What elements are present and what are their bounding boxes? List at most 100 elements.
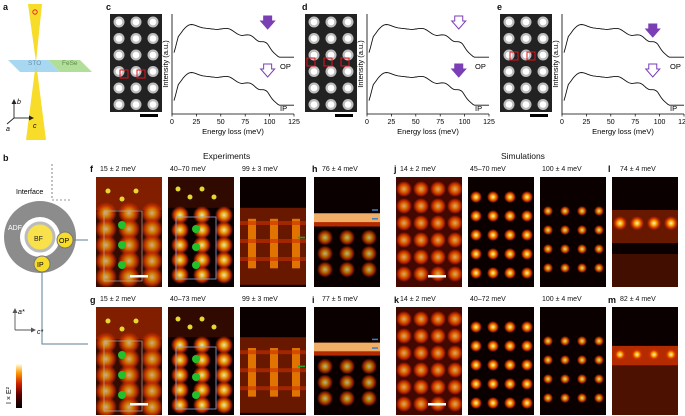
sto-label: STO <box>28 60 41 67</box>
panel-label-f: f <box>90 164 93 174</box>
panel-label-e: e <box>497 2 503 12</box>
axis-a-label: a <box>6 126 10 133</box>
map-title-g2: 40–73 meV <box>170 296 206 303</box>
bf-label: BF <box>34 236 43 243</box>
op-label: OP <box>59 238 69 245</box>
x-tick-label: 0 <box>170 119 174 126</box>
panel-label-c: c <box>106 2 112 12</box>
scale-bar <box>530 114 548 117</box>
op-curve-label: OP <box>670 62 681 71</box>
map-title-m: 82 ± 4 meV <box>620 296 656 303</box>
hollow-arrow-icon <box>450 15 467 30</box>
panel-label-m: m <box>608 295 617 305</box>
axis-b-label: b <box>17 99 21 106</box>
axis-cstar-arrow-icon <box>31 327 36 333</box>
map-title-h: 76 ± 4 meV <box>322 166 358 173</box>
bf-detector <box>26 223 54 251</box>
x-axis-label: Energy loss (meV) <box>397 127 459 136</box>
x-tick-label: 50 <box>412 119 420 126</box>
map-title-k: 14 ± 2 meV <box>400 296 436 303</box>
simulations-title: Simulations <box>501 151 545 161</box>
energy-map-j <box>396 177 462 287</box>
electron-source-icon <box>32 9 38 15</box>
stem-image <box>110 14 162 112</box>
experiments-title: Experiments <box>203 151 251 161</box>
spectrum-plot: 0 25 50 75 100 125 Energy loss (meV) Intensity … <box>356 14 495 136</box>
panel-label-i: i <box>312 295 315 305</box>
energy-map-m <box>612 307 678 415</box>
axis-cstar-label: c* <box>37 329 44 336</box>
x-tick-label: 125 <box>288 119 300 126</box>
x-tick-label: 50 <box>607 119 615 126</box>
spectrum-plot: 0 25 50 75 100 125 Energy loss (meV) Intensity … <box>551 14 685 136</box>
sto-slab <box>8 60 60 72</box>
x-tick-label: 25 <box>193 119 201 126</box>
map-title-l: 74 ± 4 meV <box>620 166 656 173</box>
plot-axes <box>171 14 294 115</box>
plot-axes <box>366 14 489 115</box>
x-axis-label: Energy loss (meV) <box>202 127 264 136</box>
fese-label: FeSe <box>62 60 78 67</box>
map-title-f: 15 ± 2 meV <box>100 166 136 173</box>
map-title-j2: 45–70 meV <box>470 166 506 173</box>
energy-map-g3 <box>240 307 306 415</box>
energy-map-j2 <box>468 177 534 287</box>
filled-arrow-icon <box>644 23 661 38</box>
filled-arrow-icon <box>450 63 467 78</box>
op-curve-label: OP <box>475 62 486 71</box>
upper-beam-cone <box>28 4 42 62</box>
map-title-f3: 99 ± 3 meV <box>242 166 278 173</box>
ip-curve-label: IP <box>475 104 482 113</box>
ip-fit-curve <box>173 72 294 106</box>
energy-map-l <box>612 177 678 287</box>
map-title-k2: 40–72 meV <box>470 296 506 303</box>
op-curve-label: OP <box>280 62 291 71</box>
bf-ring <box>24 221 56 253</box>
energy-map-f3 <box>240 177 306 287</box>
axis-b-arrow-icon <box>11 99 17 104</box>
energy-map-k3 <box>540 307 606 415</box>
panel-label-d: d <box>302 2 308 12</box>
map-title-k3: 100 ± 4 meV <box>542 296 582 303</box>
hollow-arrow-icon <box>259 63 276 78</box>
x-tick-label: 25 <box>583 119 591 126</box>
x-tick-label: 0 <box>365 119 369 126</box>
panel-a-schematic: STO FeSe b c a <box>6 4 92 140</box>
panel-label-b: b <box>3 153 9 163</box>
lower-beam-cone <box>26 62 46 140</box>
y-axis-label: Intensity (a.u.) <box>551 40 560 88</box>
filled-arrow-icon <box>259 15 276 30</box>
x-tick-label: 75 <box>631 119 639 126</box>
panel-label-j: j <box>394 164 397 174</box>
x-tick-label: 100 <box>459 119 471 126</box>
spectrum-plot: 0 25 50 75 100 125 Energy loss (meV) Intensity … <box>161 14 300 136</box>
x-tick-label: 75 <box>241 119 249 126</box>
energy-map-h <box>314 177 380 287</box>
colorbar <box>16 364 22 408</box>
x-tick-label: 25 <box>388 119 396 126</box>
stem-image <box>500 14 552 112</box>
hollow-arrow-icon <box>644 63 661 78</box>
ip-connector <box>41 272 88 345</box>
panel-label-a: a <box>3 2 9 12</box>
energy-map-f2 <box>168 177 234 287</box>
x-tick-label: 50 <box>217 119 225 126</box>
panel-label-g: g <box>90 295 96 305</box>
ip-fit-curve <box>368 72 489 106</box>
energy-map-g2 <box>168 307 234 415</box>
ip-label: IP <box>37 262 44 269</box>
interface-label: Interface <box>16 189 43 196</box>
map-title-f2: 40–70 meV <box>170 166 206 173</box>
axis-astar-arrow-icon <box>12 308 18 313</box>
axis-a-line <box>6 117 15 125</box>
x-tick-label: 125 <box>483 119 495 126</box>
adf-label: ADF <box>8 225 22 232</box>
ip-fit-curve <box>563 72 684 106</box>
energy-map-i <box>314 307 380 415</box>
panel-label-k: k <box>394 295 400 305</box>
ip-curve-label: IP <box>280 104 287 113</box>
scale-bar <box>140 114 158 117</box>
y-axis-label: Intensity (a.u.) <box>161 40 170 88</box>
colorbar-label: I × E² <box>6 386 13 404</box>
panel-label-h: h <box>312 164 318 174</box>
